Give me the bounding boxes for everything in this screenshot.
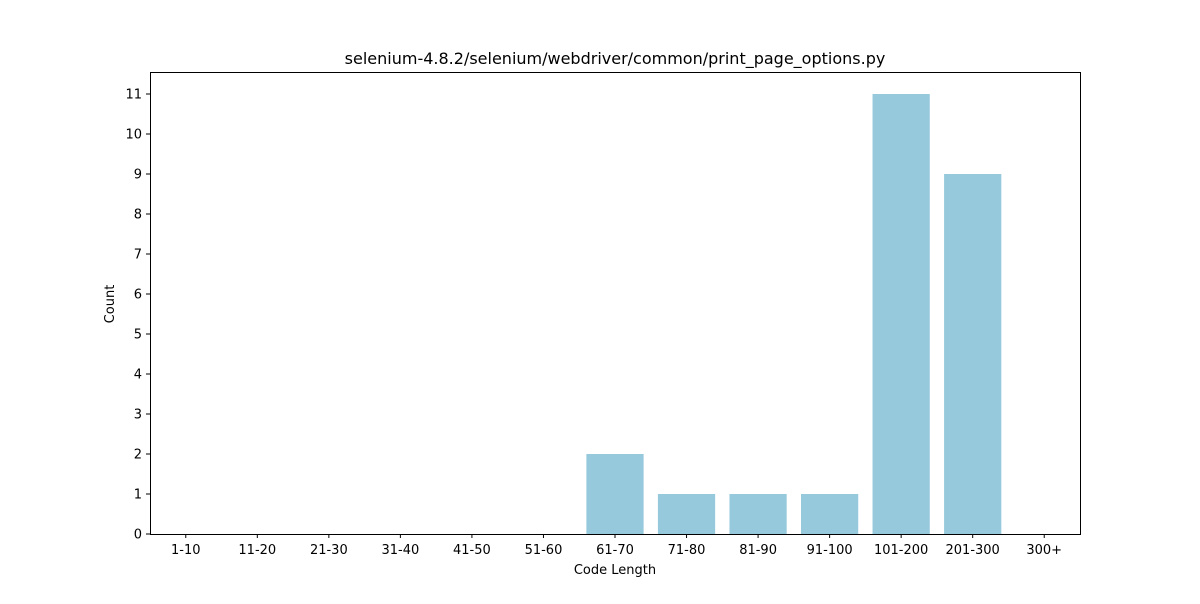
x-tick-label: 61-70 (596, 543, 634, 558)
y-tick-label: 7 (134, 248, 142, 263)
bar-201-300 (944, 174, 1002, 534)
bars-layer (586, 94, 1002, 534)
y-tick-label: 11 (125, 88, 142, 103)
x-tick-label: 101-200 (874, 543, 928, 558)
y-tick-label: 0 (134, 528, 142, 543)
y-tick-label: 2 (134, 448, 142, 463)
chart-title: selenium-4.8.2/selenium/webdriver/common… (345, 49, 886, 69)
y-tick-label: 9 (134, 168, 142, 183)
x-tick-label: 300+ (1026, 543, 1062, 558)
x-tick-label: 51-60 (525, 543, 563, 558)
x-tick-label: 71-80 (668, 543, 706, 558)
x-tick-label: 81-90 (739, 543, 777, 558)
y-tick-label: 1 (134, 488, 142, 503)
x-axis-label: Code Length (574, 563, 656, 578)
x-tick-label: 1-10 (171, 543, 201, 558)
y-tick-label: 10 (125, 128, 142, 143)
x-axis: 1-10 11-20 21-30 31-40 41-50 51-60 61-70 71-80 8… (171, 534, 1062, 558)
bar-91-100 (801, 494, 859, 534)
x-tick-label: 11-20 (238, 543, 276, 558)
bar-71-80 (657, 494, 716, 534)
x-tick-label: 21-30 (310, 543, 348, 558)
y-axis: 0 1 2 3 4 5 6 7 8 9 10 11 (125, 88, 150, 543)
y-tick-label: 4 (134, 368, 142, 383)
x-tick-label: 91-100 (807, 543, 853, 558)
y-tick-label: 3 (134, 408, 142, 423)
y-tick-label: 8 (134, 208, 142, 223)
bar-61-70 (586, 454, 644, 534)
y-tick-label: 5 (134, 328, 142, 343)
y-tick-label: 6 (134, 288, 142, 303)
bar-81-90 (729, 494, 787, 534)
y-axis-label: Count (103, 285, 118, 324)
x-tick-label: 31-40 (381, 543, 419, 558)
x-tick-label: 201-300 (946, 543, 1000, 558)
bar-101-200 (872, 94, 930, 534)
x-tick-label: 41-50 (453, 543, 491, 558)
